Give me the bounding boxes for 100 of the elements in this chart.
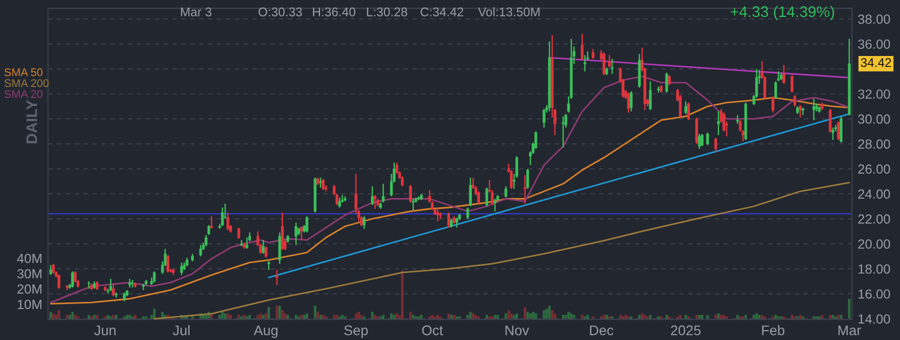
- bar: [567, 312, 570, 320]
- candlestick: [409, 184, 412, 204]
- candlestick: [562, 116, 564, 148]
- candlestick: [71, 270, 74, 288]
- annotation: C:34.42: [420, 8, 464, 16]
- bar: [284, 313, 286, 320]
- candlestick: [602, 52, 606, 76]
- candlestick: [412, 198, 415, 211]
- bar: [570, 313, 573, 320]
- candlestick: [837, 120, 840, 141]
- y-tick-label: 22.00: [858, 214, 890, 224]
- candlestick: [382, 183, 385, 204]
- candlestick: [112, 283, 115, 297]
- candlestick: [717, 110, 720, 136]
- bar: [71, 312, 74, 320]
- candlestick: [447, 212, 450, 228]
- candlestick: [436, 206, 440, 222]
- y-tick-label: 24.00: [858, 189, 890, 199]
- candlestick: [504, 186, 508, 198]
- candlestick: [798, 104, 802, 118]
- candlestick: [608, 54, 611, 68]
- candlestick: [687, 102, 690, 121]
- annotation: H:36.40: [313, 8, 356, 16]
- bar: [507, 310, 510, 320]
- candlestick: [466, 206, 470, 220]
- text: SMA 50: [4, 68, 42, 76]
- y-tick-label: 30.00: [858, 114, 890, 124]
- bar: [221, 312, 224, 320]
- x-tick-label: Feb: [762, 325, 784, 336]
- candlestick: [294, 222, 298, 246]
- candlestick: [338, 196, 341, 208]
- candlestick: [210, 216, 213, 230]
- candlestick: [278, 232, 282, 264]
- candlestick: [774, 80, 778, 100]
- candlestick: [648, 80, 652, 111]
- candlestick: [152, 270, 156, 284]
- candlestick: [526, 168, 530, 190]
- candlestick: [592, 48, 594, 60]
- bar: [848, 298, 850, 320]
- candlestick: [58, 274, 60, 290]
- bar: [276, 306, 278, 320]
- annotation: Mar 3: [181, 8, 212, 16]
- candlestick: [610, 58, 614, 75]
- x-tick-label: Jun: [94, 326, 116, 336]
- y-tick-label: 20.00: [858, 239, 890, 249]
- x-tick-label: Dec: [590, 326, 614, 336]
- bar: [268, 307, 270, 320]
- candlestick: [281, 212, 284, 251]
- bar: [542, 310, 546, 320]
- candlestick: [832, 126, 834, 141]
- candlestick: [772, 96, 774, 114]
- text: 34.42: [860, 58, 891, 67]
- candlestick: [580, 33, 584, 61]
- y-tick-label: 38.00: [858, 14, 890, 24]
- candlestick: [319, 176, 322, 188]
- y2-tick-label: 20M: [17, 284, 42, 294]
- candlestick: [180, 262, 183, 276]
- candlestick: [264, 246, 268, 258]
- candlestick: [204, 234, 208, 247]
- candlestick: [790, 74, 794, 94]
- x-tick-label: Nov: [506, 326, 530, 336]
- candlestick: [494, 198, 496, 212]
- candlestick: [362, 216, 366, 230]
- candlestick: [262, 239, 265, 254]
- candlestick: [166, 254, 170, 274]
- candlestick: [630, 90, 633, 112]
- candlestick: [221, 206, 224, 227]
- candlestick: [199, 244, 202, 257]
- candlestick: [276, 269, 278, 286]
- candlestick: [793, 94, 796, 107]
- bar: [354, 313, 358, 320]
- candlestick: [207, 224, 210, 236]
- candlestick: [524, 174, 526, 204]
- candlestick: [812, 98, 816, 121]
- bar: [390, 313, 393, 320]
- text: DAILY: [26, 100, 37, 144]
- y2-tick-label: 40M: [17, 254, 42, 264]
- bar: [534, 313, 538, 320]
- bar: [640, 313, 644, 320]
- annotation: L:30.28: [367, 8, 408, 16]
- candlestick: [665, 72, 668, 94]
- candlestick: [477, 190, 480, 204]
- candlestick: [237, 226, 240, 240]
- candlestick: [246, 236, 248, 250]
- bar: [516, 313, 518, 320]
- bar: [278, 306, 281, 320]
- bar: [550, 310, 554, 320]
- candlestick: [109, 278, 112, 292]
- candlestick: [542, 108, 546, 128]
- bar: [401, 270, 404, 320]
- candlestick: [469, 176, 472, 207]
- annotation: O:30.33: [258, 8, 302, 16]
- y2-tick-label: 30M: [17, 269, 42, 278]
- y-tick-label: 26.00: [858, 164, 890, 174]
- candlestick: [374, 194, 376, 210]
- y-tick-label: 36.00: [858, 39, 890, 49]
- candlestick: [706, 132, 709, 146]
- x-tick-label: Oct: [422, 325, 443, 336]
- candlestick: [584, 54, 586, 72]
- candlestick: [700, 133, 704, 147]
